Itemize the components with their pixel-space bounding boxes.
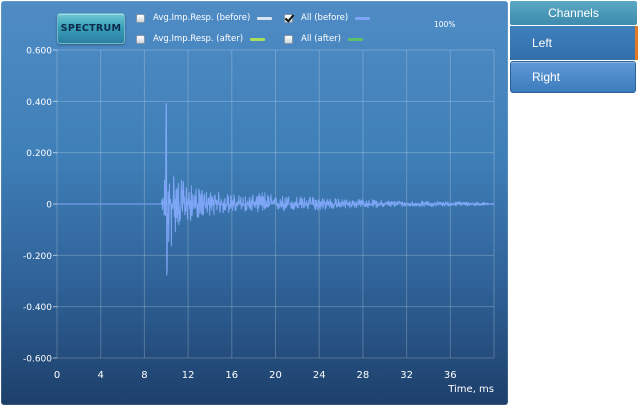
channel-left-button[interactable]: Left: [510, 26, 638, 60]
legend-avg-before-label: Avg.Imp.Resp. (before): [153, 13, 251, 23]
legend-all-before-label: All (before): [301, 13, 349, 23]
legend-avg-after-label: Avg.Imp.Resp. (after): [153, 34, 244, 44]
spectrum-button[interactable]: SPECTRUM: [57, 13, 125, 44]
y-tick-label: 0: [46, 201, 52, 211]
legend-avg-after-swatch: [250, 37, 266, 41]
y-tick-label: 0.600: [26, 47, 52, 57]
x-tick-label: 0: [54, 370, 60, 381]
legend-avg-before-swatch: [257, 16, 273, 20]
legend-all-before[interactable]: All (before): [284, 11, 371, 25]
channel-right-button[interactable]: Right: [510, 61, 636, 93]
legend-all-before-swatch: [355, 16, 371, 20]
y-tick-label: 0.200: [26, 149, 52, 159]
x-tick-label: 32: [400, 370, 413, 381]
legend-all-after-label: All (after): [301, 34, 341, 44]
x-axis-label: Time, ms: [447, 384, 494, 395]
x-tick-label: 4: [98, 370, 104, 381]
legend-avg-before[interactable]: Avg.Imp.Resp. (before): [136, 11, 273, 25]
series-all-before-line: [56, 102, 495, 276]
y-tick-label: 0.400: [26, 98, 52, 108]
channels-header: Channels: [510, 1, 637, 25]
x-tick-label: 8: [141, 370, 147, 381]
x-tick-label: 24: [313, 370, 326, 381]
y-tick-label: -0.200: [23, 252, 52, 262]
x-tick-label: 12: [182, 370, 195, 381]
all-after-checkbox[interactable]: [284, 34, 293, 44]
legend-avg-after[interactable]: Avg.Imp.Resp. (after): [136, 32, 266, 46]
impulse-response-chart: 0 4 8 12 16 20 24 28 32 36 0.600 0.400 0.200 0 -0.200 -…: [23, 47, 495, 395]
x-tick-label: 36: [444, 370, 457, 381]
all-before-checkbox[interactable]: [284, 13, 293, 23]
avg-after-checkbox[interactable]: [136, 34, 145, 44]
y-tick-label: -0.600: [23, 355, 52, 365]
avg-before-checkbox[interactable]: [136, 13, 145, 23]
legend-all-after-swatch: [347, 37, 363, 41]
x-tick-label: 20: [269, 370, 282, 381]
zoom-level: 100%: [434, 20, 456, 29]
legend-all-after[interactable]: All (after): [284, 32, 363, 46]
y-tick-label: -0.400: [23, 303, 52, 313]
x-tick-label: 16: [225, 370, 238, 381]
x-tick-label: 28: [357, 370, 370, 381]
